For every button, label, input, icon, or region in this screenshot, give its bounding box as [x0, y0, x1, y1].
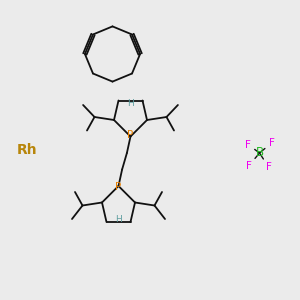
- Text: P: P: [128, 130, 134, 140]
- Text: B: B: [255, 146, 264, 160]
- Text: F: F: [246, 160, 252, 170]
- Text: F: F: [266, 162, 272, 172]
- Text: F: F: [245, 140, 251, 150]
- Text: Rh: Rh: [17, 143, 37, 157]
- Text: P: P: [116, 182, 122, 193]
- Text: H: H: [115, 214, 122, 224]
- Text: F: F: [269, 138, 275, 148]
- Text: H: H: [127, 99, 134, 108]
